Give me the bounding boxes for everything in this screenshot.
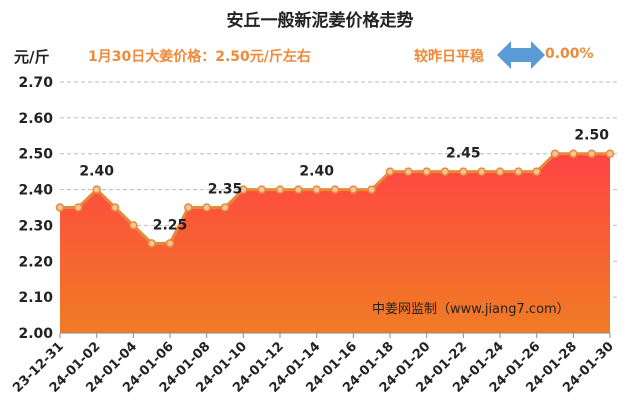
- data-point: [275, 185, 285, 194]
- area-fill-shape: [60, 153, 610, 333]
- data-point: [605, 149, 615, 158]
- y-tick-labels: 2.00 2.10 2.20 2.30 2.40 2.50 2.60 2.70: [18, 75, 53, 342]
- data-point: [532, 167, 541, 176]
- y-tick-label: 2.10: [18, 290, 53, 306]
- data-point: [440, 167, 450, 176]
- compare-value: 0.00%: [545, 46, 594, 62]
- data-label: 2.40: [299, 164, 334, 180]
- data-label: 2.40: [79, 164, 114, 180]
- data-point: [202, 203, 211, 212]
- y-tick-label: 2.50: [18, 147, 53, 163]
- data-point: [477, 167, 486, 176]
- data-point: [349, 185, 358, 194]
- y-axis-unit-label: 元/斤: [14, 48, 50, 66]
- data-point: [220, 203, 230, 212]
- y-tick-label: 2.70: [18, 75, 53, 91]
- data-label: 2.25: [153, 217, 188, 233]
- data-label: 2.50: [574, 128, 609, 144]
- y-tick-label: 2.40: [18, 183, 53, 199]
- data-point: [550, 149, 560, 158]
- x-tick-labels: 23-12-3124-01-0224-01-0424-01-0624-01-08…: [10, 339, 617, 396]
- data-point: [385, 167, 395, 176]
- y-tick-label: 2.00: [18, 326, 53, 342]
- data-point: [294, 185, 303, 194]
- double-arrow-icon: [497, 41, 545, 69]
- y-tick-label: 2.20: [18, 254, 53, 270]
- data-point: [514, 167, 523, 176]
- data-points: [55, 149, 615, 248]
- data-point: [422, 167, 431, 176]
- compare-label: 较昨日平稳: [414, 49, 484, 65]
- data-point: [459, 167, 468, 176]
- data-point: [495, 167, 505, 176]
- data-point: [404, 167, 413, 176]
- data-point: [165, 239, 175, 248]
- data-point: [257, 185, 266, 194]
- data-point: [239, 185, 248, 194]
- price-note: 1月30日大姜价格：2.50元/斤左右: [88, 49, 311, 65]
- data-labels: 2.40 2.25 2.35 2.40 2.45 2.50: [79, 128, 609, 234]
- data-point: [330, 185, 340, 194]
- data-label: 2.45: [446, 146, 481, 162]
- data-point: [147, 239, 156, 248]
- data-label: 2.35: [208, 182, 243, 198]
- chart-title: 安丘一般新泥姜价格走势: [226, 11, 414, 31]
- data-point: [184, 203, 193, 212]
- data-point: [312, 185, 321, 194]
- data-point: [55, 203, 65, 212]
- data-point: [74, 203, 83, 212]
- axes: [59, 332, 611, 338]
- data-point: [569, 149, 578, 158]
- y-tick-label: 2.60: [18, 111, 53, 127]
- data-point: [92, 185, 101, 194]
- data-point: [110, 203, 120, 212]
- y-tick-label: 2.30: [18, 218, 53, 234]
- watermark-text: 中姜网监制（www.jiang7.com）: [372, 302, 570, 317]
- data-point: [587, 149, 596, 158]
- data-point: [129, 221, 138, 230]
- data-point: [367, 185, 376, 194]
